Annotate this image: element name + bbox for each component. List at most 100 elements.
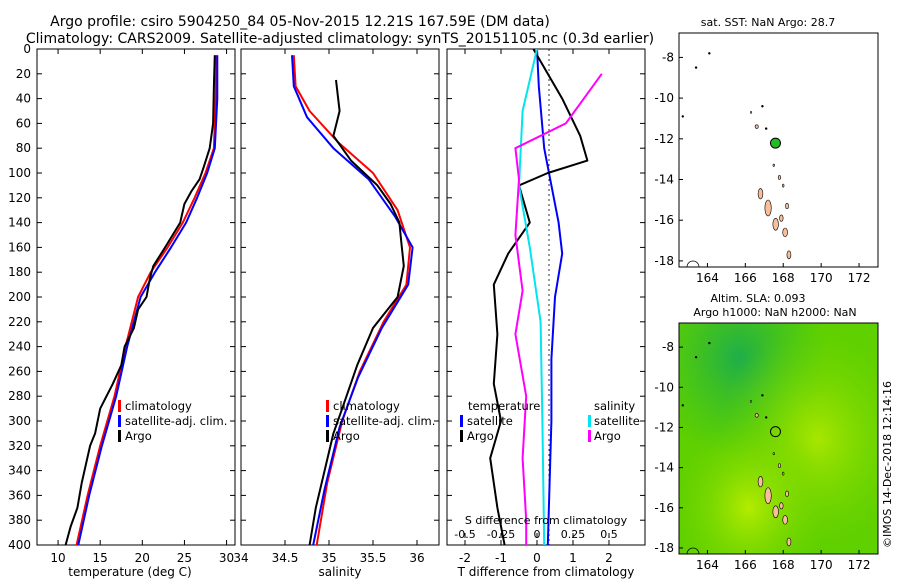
coast-fragment [686,547,700,555]
map-y-tick-label: -16 [654,213,674,227]
island [777,463,781,468]
map-y-tick-label: -18 [654,254,674,268]
depth-tick-label: 300 [8,414,31,428]
series-line-argo [308,79,405,545]
x-tick-label: -2 [459,551,471,565]
legend-satellite: satellite-adj. clim. [125,414,227,428]
depth-tick-label: 280 [8,389,31,403]
small-island [694,66,698,69]
series-line-satellite-adj-clim- [291,55,414,545]
legend-swatch-argo [326,430,329,442]
depth-tick-label: 400 [8,538,31,552]
s-diff-label: S difference from climatology [465,514,628,527]
map-x-tick-label: 166 [734,271,757,285]
sla-map-title2: Argo h1000: NaN h2000: NaN [693,306,856,319]
map-y-tick-label: -8 [662,50,674,64]
temperature-legend: climatology satellite-adj. clim. Argo [118,399,227,443]
depth-tick-label: 80 [16,141,31,155]
legend-swatch-s-satellite [588,415,591,427]
s-tick-label: 0 [534,528,541,541]
legend-swatch-satellite [118,415,121,427]
x-tick-label: 1 [569,551,577,565]
legend-swatch-s-argo [588,430,591,442]
island [785,490,789,497]
legend-climatology: climatology [125,399,192,413]
map-x-tick-label: 168 [772,558,795,572]
island [772,163,775,167]
depth-axis: 0 20 40 60 80 100 120 140 160 180 200 220 240 260 280 3… [8,42,31,552]
depth-tick-label: 340 [8,464,31,478]
map-x-tick-label: 170 [810,558,833,572]
coast-fragment [686,260,700,268]
legend-satellite: satellite-adj. clim. [333,414,435,428]
small-island [708,52,711,55]
series-line-s-satellite [518,49,546,545]
title-line2: Climatology: CARS2009. Satellite-adjuste… [26,31,654,47]
x-tick-label: 30 [219,551,234,565]
x-tick-label: 0 [533,551,541,565]
legend-temperature-title: temperature [468,399,540,413]
series-line-t-argo [489,49,589,545]
imos-stamp: ©IMOS 14-Dec-2018 12:14:16 [881,381,894,548]
small-island [681,115,684,118]
salinity-legend: climatology satellite-adj. clim. Argo [326,399,435,443]
salinity-panel: 34 34.5 35 35.5 36 salinity climatology sate… [233,48,440,579]
island [779,214,784,222]
depth-tick-label: 320 [8,439,31,453]
x-tick-label: 35 [321,551,336,565]
sla-map-high-region-south [679,323,878,554]
sst-map-box [678,32,879,268]
island [749,111,753,114]
legend-swatch-t-argo [460,430,463,442]
t-diff-xlabel: T difference from climatology [457,565,635,579]
island [754,124,759,129]
x-tick-label: 25 [177,551,192,565]
sla-map-box [678,322,879,555]
series-line-s-argo [514,73,603,545]
small-island [708,341,711,345]
map-x-tick-label: 172 [848,558,871,572]
map-x-tick-label: 170 [810,271,833,285]
depth-tick-label: 180 [8,265,31,279]
sst-map-title: sat. SST: NaN Argo: 28.7 [701,16,835,29]
island [749,400,753,403]
depth-tick-label: 40 [16,92,31,106]
island [764,487,772,505]
s-tick-label: 0.25 [561,528,586,541]
s-tick-label: -0.5 [454,528,475,541]
sla-map-panel: Altim. SLA: 0.093 Argo h1000: NaN h2000:… [654,292,879,572]
x-tick-label: 34 [233,551,248,565]
depth-tick-label: 160 [8,240,31,254]
legend-swatch-climatology [118,400,121,412]
island [757,476,764,488]
island [782,183,785,188]
temperature-axes-box [36,48,236,546]
map-x-tick-label: 172 [848,271,871,285]
legend-argo: Argo [333,429,360,443]
map-y-tick-label: -12 [654,420,674,434]
legend-swatch-t-satellite [460,415,463,427]
map-y-tick-label: -14 [654,173,674,187]
legend-t-satellite: satellite [467,414,513,428]
small-island [764,127,768,130]
island [779,502,784,510]
map-y-tick-label: -10 [654,91,674,105]
series-line-satellite-adj-clim- [77,55,219,545]
x-tick-label: 2 [605,551,613,565]
legend-s-argo: Argo [594,429,621,443]
legend-s-satellite: satellite [594,414,640,428]
difference-legend-left: temperature satellite Argo [460,399,540,443]
island [785,202,789,210]
depth-tick-label: 240 [8,340,31,354]
x-tick-label: 20 [135,551,150,565]
map-y-tick-label: -16 [654,501,674,515]
argo-location-marker [769,426,781,438]
x-tick-label: 34.5 [272,551,299,565]
salinity-axes-box [240,48,440,546]
salinity-xlabel: salinity [318,565,361,579]
map-x-tick-label: 166 [734,558,757,572]
legend-climatology: climatology [333,399,400,413]
small-island [761,394,764,397]
x-tick-label: 10 [50,551,65,565]
